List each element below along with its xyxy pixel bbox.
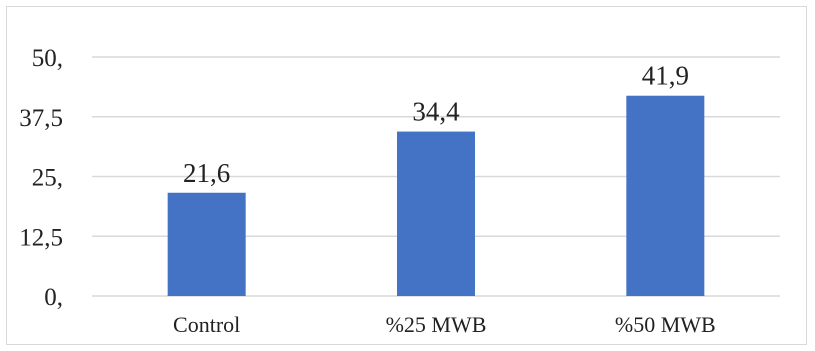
- bar: [167, 192, 246, 296]
- bars: [167, 95, 705, 296]
- data-label: 21,6: [183, 158, 230, 188]
- data-label: 34,4: [412, 97, 460, 127]
- y-tick-label: 37,5: [19, 105, 63, 132]
- x-category-label: Control: [173, 312, 240, 337]
- data-label: 41,9: [642, 61, 689, 91]
- y-tick-label: 0,: [44, 284, 63, 311]
- bar: [626, 95, 705, 296]
- x-category-label: %50 MWB: [615, 312, 716, 337]
- x-axis-category-labels: Control %25 MWB %50 MWB: [173, 312, 716, 337]
- y-tick-label: 12,5: [19, 224, 63, 251]
- y-axis-tick-labels: 0, 12,5 25, 37,5 50,: [19, 45, 63, 311]
- bar: [397, 131, 475, 296]
- data-labels: 21,6 34,4 41,9: [183, 61, 689, 188]
- x-category-label: %25 MWB: [386, 312, 487, 337]
- y-tick-label: 25,: [32, 165, 63, 192]
- y-tick-label: 50,: [32, 45, 63, 72]
